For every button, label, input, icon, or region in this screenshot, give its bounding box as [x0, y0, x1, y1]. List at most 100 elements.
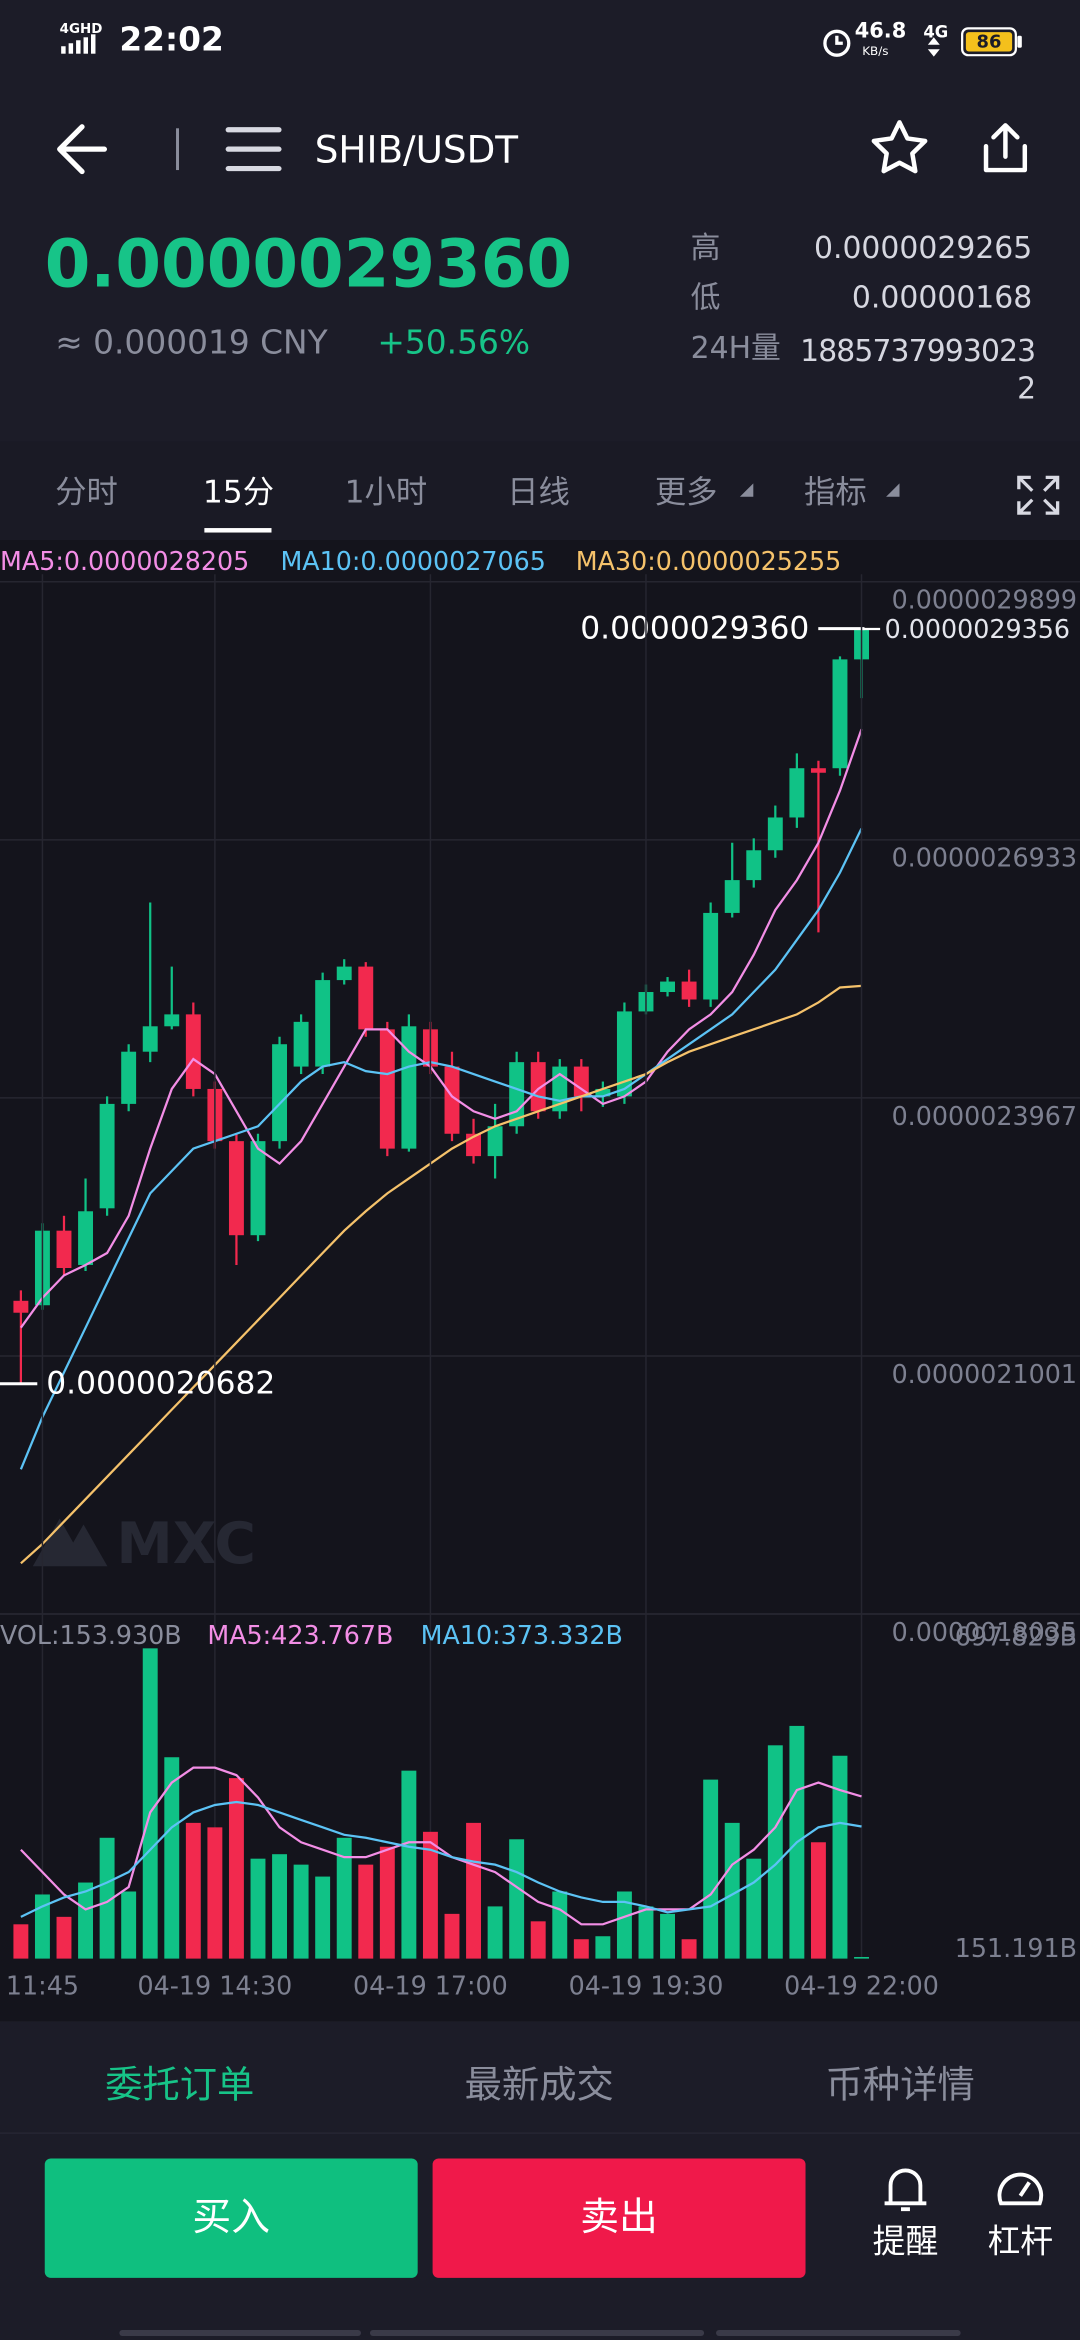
- volume-bar: [573, 1939, 589, 1959]
- volume-bar: [638, 1906, 654, 1959]
- volume-bar: [616, 1891, 632, 1959]
- tab[interactable]: 指标: [804, 474, 867, 511]
- plot: 0.0000018035 0.0000021001 0.0000023967 0.00…: [0, 546, 1080, 2000]
- volume-bar: [660, 1913, 675, 1959]
- volume-bar: [724, 1822, 740, 1959]
- tab[interactable]: 更多: [654, 474, 718, 511]
- volume-bar: [595, 1936, 611, 1959]
- price-change: +50.56%: [377, 325, 531, 363]
- y-tick-label: 151.191B: [955, 1933, 1077, 1963]
- volume-bar: [810, 1842, 826, 1959]
- tab-active[interactable]: 15分: [202, 474, 275, 511]
- candle-body: [487, 1126, 503, 1157]
- bottom-tab[interactable]: 最新成交: [464, 2063, 614, 2107]
- stat-label: 24H量: [690, 329, 781, 366]
- volume-ma-line: [20, 1800, 862, 1918]
- alert-label[interactable]: 提醒: [872, 2224, 939, 2262]
- y-tick-label: 0.0000023967: [892, 1101, 1077, 1131]
- volume-bar: [422, 1831, 438, 1959]
- alert-icon[interactable]: [884, 2168, 927, 2212]
- share-button[interactable]: [983, 123, 1028, 173]
- y-tick-label: 0.0000018035: [892, 1617, 1077, 1647]
- price-tag-label: 0.0000029356: [885, 614, 1070, 644]
- candle-body: [724, 880, 740, 913]
- battery-tip: [1017, 35, 1022, 48]
- last-price: 0.0000029360: [44, 226, 573, 303]
- bottom-tab-active[interactable]: 委托订单: [105, 2063, 255, 2107]
- candle-body: [315, 980, 331, 1067]
- candle-body: [379, 1029, 395, 1149]
- volume-bar: [78, 1882, 94, 1959]
- x-tick-label: 04-19 17:00: [353, 1970, 508, 2000]
- header-bg: [0, 0, 1080, 442]
- candle-body: [444, 1066, 460, 1134]
- volume-bar: [56, 1916, 72, 1959]
- volume-bar: [272, 1854, 288, 1959]
- candle-body: [250, 1141, 266, 1236]
- volume-bar: [336, 1837, 352, 1959]
- sell-label[interactable]: 卖出: [580, 2195, 658, 2241]
- candle-body: [746, 850, 762, 881]
- y-tick-label: 0.0000029899: [892, 585, 1077, 615]
- candle-body: [810, 768, 826, 773]
- y-tick-label: 0.0000021001: [892, 1359, 1077, 1389]
- candle-body: [616, 1011, 632, 1097]
- volume-bar: [832, 1755, 848, 1959]
- volume-bar: [379, 1846, 395, 1959]
- buy-button[interactable]: [44, 2158, 418, 2278]
- volume-bar: [121, 1891, 137, 1959]
- volume-bar: [854, 1956, 869, 1959]
- net-speed: 46.8: [854, 19, 907, 44]
- candle-body: [185, 1014, 201, 1089]
- candle-body: [401, 1026, 417, 1149]
- tab[interactable]: 日线: [507, 474, 570, 511]
- legend-entry: MA30:0.0000025255: [576, 546, 841, 576]
- volume-bar: [358, 1864, 374, 1959]
- y-tick-label: 697.829B: [955, 1621, 1077, 1651]
- menu-button[interactable]: [225, 127, 282, 172]
- candle-body: [832, 659, 848, 769]
- buy-label[interactable]: 买入: [192, 2195, 270, 2241]
- legend-entry: MA5:0.0000028205: [0, 546, 249, 576]
- legend-entry: VOL:153.930B: [0, 1620, 182, 1650]
- volume-bar: [293, 1864, 309, 1959]
- bottom-tab[interactable]: 币种详情: [825, 2063, 975, 2107]
- y-tick-label: 0.0000026933: [892, 843, 1077, 873]
- candle-body: [272, 1044, 288, 1142]
- volume-bar: [207, 1827, 223, 1959]
- sell-button[interactable]: [432, 2158, 806, 2278]
- x-tick-label: 11:45: [6, 1970, 79, 2000]
- chart-bg: [0, 539, 1080, 2022]
- cny-price: ≈ 0.000019 CNY: [55, 325, 328, 363]
- stat-value: 0.0000029265: [813, 229, 1033, 266]
- battery-frame: [961, 27, 1017, 57]
- volume-bar: [13, 1924, 29, 1959]
- legend-entry: MA10:373.332B: [421, 1620, 623, 1650]
- leverage-icon[interactable]: [997, 2172, 1044, 2206]
- tab[interactable]: 分时: [55, 474, 118, 511]
- favorite-button[interactable]: [871, 120, 928, 174]
- candle-body: [681, 981, 697, 1000]
- signal-icon: [61, 34, 96, 54]
- watermark: MXC: [116, 1511, 256, 1577]
- tab[interactable]: 1小时: [344, 474, 428, 511]
- volume-bar: [164, 1757, 180, 1959]
- candle-body: [293, 1021, 309, 1067]
- fullscreen-button[interactable]: [1017, 475, 1060, 515]
- stat-value: 18857379930232: [800, 332, 1036, 406]
- data-arrows-icon: [927, 37, 940, 57]
- x-tick-label: 04-19 14:30: [138, 1970, 293, 2000]
- candle-body: [164, 1014, 180, 1027]
- ma-line: [20, 984, 862, 1565]
- candle-body: [142, 1026, 158, 1052]
- volume-bar: [767, 1745, 783, 1959]
- back-button[interactable]: [57, 124, 108, 175]
- x-tick-label: 04-19 19:30: [569, 1970, 724, 2000]
- volume-bar: [444, 1913, 460, 1959]
- ma-line: [19, 827, 863, 1470]
- candle-body: [121, 1051, 137, 1104]
- leverage-label[interactable]: 杠杆: [987, 2224, 1054, 2262]
- signal-type: 4G: [923, 22, 949, 42]
